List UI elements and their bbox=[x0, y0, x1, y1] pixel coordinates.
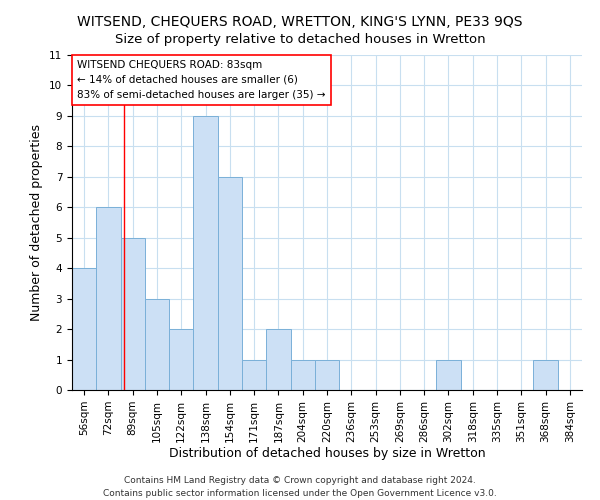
Bar bbox=[533, 360, 558, 390]
Text: WITSEND, CHEQUERS ROAD, WRETTON, KING'S LYNN, PE33 9QS: WITSEND, CHEQUERS ROAD, WRETTON, KING'S … bbox=[77, 15, 523, 29]
Bar bbox=[96, 208, 121, 390]
Bar bbox=[145, 298, 169, 390]
Bar bbox=[315, 360, 339, 390]
Bar bbox=[72, 268, 96, 390]
Text: Contains HM Land Registry data © Crown copyright and database right 2024.
Contai: Contains HM Land Registry data © Crown c… bbox=[103, 476, 497, 498]
X-axis label: Distribution of detached houses by size in Wretton: Distribution of detached houses by size … bbox=[169, 448, 485, 460]
Bar bbox=[242, 360, 266, 390]
Text: Size of property relative to detached houses in Wretton: Size of property relative to detached ho… bbox=[115, 32, 485, 46]
Bar bbox=[121, 238, 145, 390]
Text: WITSEND CHEQUERS ROAD: 83sqm
← 14% of detached houses are smaller (6)
83% of sem: WITSEND CHEQUERS ROAD: 83sqm ← 14% of de… bbox=[77, 60, 326, 100]
Bar bbox=[290, 360, 315, 390]
Bar bbox=[436, 360, 461, 390]
Bar bbox=[218, 177, 242, 390]
Bar bbox=[193, 116, 218, 390]
Y-axis label: Number of detached properties: Number of detached properties bbox=[31, 124, 43, 321]
Bar bbox=[266, 329, 290, 390]
Bar bbox=[169, 329, 193, 390]
